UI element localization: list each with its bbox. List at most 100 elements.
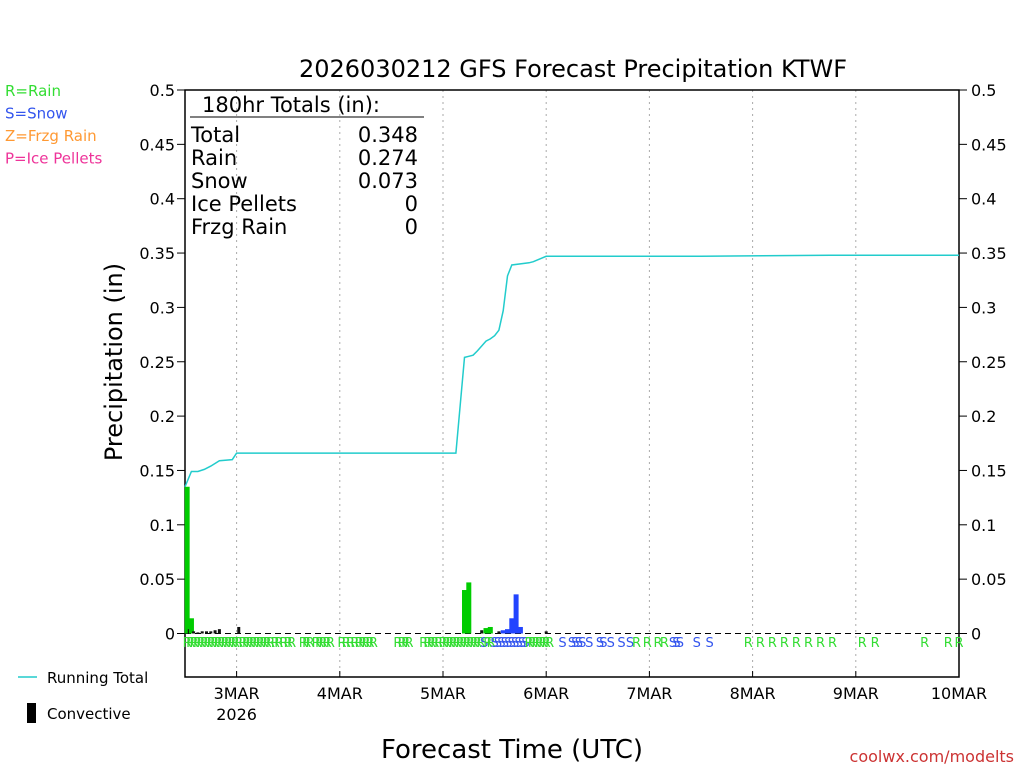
precip-type-label: R	[419, 636, 428, 651]
precip-bar	[517, 626, 523, 634]
precip-type-label: R	[227, 636, 236, 651]
precip-type-label: R	[326, 636, 335, 651]
precip-type-label: R	[452, 636, 461, 651]
precip-bar	[196, 632, 200, 634]
precip-bar	[483, 628, 489, 634]
x-tick-label: 8MAR	[730, 684, 776, 703]
precip-type-label: R	[203, 636, 212, 651]
precip-type-label: R	[312, 636, 321, 651]
precip-type-label: R	[337, 636, 346, 651]
totals-heading: 180hr Totals (in):	[202, 93, 380, 117]
precip-type-label: R	[234, 636, 243, 651]
precip-type-label: R	[196, 636, 205, 651]
totals-row-label: Snow	[191, 169, 248, 193]
precip-type-label: R	[220, 636, 229, 651]
y-tick-label: 0.2	[150, 407, 175, 426]
precip-type-label: R	[459, 636, 468, 651]
precip-type-label: R	[252, 636, 261, 651]
precip-bar	[509, 618, 515, 634]
x-tick-label: 6MAR	[523, 684, 569, 703]
precip-type-label: S	[568, 636, 576, 651]
precip-type-label: S	[599, 636, 607, 651]
precip-type-label: R	[193, 636, 202, 651]
precip-bar	[205, 631, 208, 634]
precip-type-label: R	[871, 636, 880, 651]
precip-bar	[466, 582, 472, 634]
x-tick-label: 7MAR	[626, 684, 672, 703]
precip-type-label: R	[756, 636, 765, 651]
precip-type-label: R	[271, 636, 280, 651]
y-tick-label-right: 0.4	[971, 190, 996, 209]
precip-type-label: R	[259, 636, 268, 651]
precip-type-label: R	[449, 636, 458, 651]
precip-bar	[500, 630, 506, 634]
y-tick-label-right: 0.25	[971, 353, 1007, 372]
type-legend-item: Z=Frzg Rain	[5, 127, 97, 145]
y-tick-label: 0.3	[150, 298, 175, 317]
precip-type-label: R	[302, 636, 311, 651]
precip-type-label: R	[858, 636, 867, 651]
precip-type-label: R	[920, 636, 929, 651]
precip-type-label: R	[299, 636, 308, 651]
precip-type-label: R	[542, 636, 551, 651]
precip-bar	[188, 618, 194, 634]
precip-type-label: R	[401, 636, 410, 651]
precip-type-label: S	[518, 636, 526, 651]
precip-type-label: S	[676, 636, 684, 651]
precip-type-label: R	[792, 636, 801, 651]
precip-type-label: R	[249, 636, 258, 651]
precip-type-label: R	[632, 636, 641, 651]
totals-row-value: 0.073	[358, 169, 418, 193]
precip-type-label: R	[445, 636, 454, 651]
series-legend-label: Convective	[47, 705, 131, 723]
precip-type-label: R	[358, 636, 367, 651]
precip-bar	[505, 629, 510, 634]
precip-type-label: S	[508, 636, 516, 651]
precip-type-label: R	[214, 636, 223, 651]
precip-type-label: R	[306, 636, 315, 651]
precip-type-label: R	[365, 636, 374, 651]
precip-type-label: S	[669, 636, 677, 651]
precip-type-label: R	[319, 636, 328, 651]
precip-type-label: R	[528, 636, 537, 651]
precip-type-label: S	[501, 636, 509, 651]
y-tick-label-right: 0.35	[971, 244, 1007, 263]
precip-type-label: R	[438, 636, 447, 651]
precip-type-label: S	[617, 636, 625, 651]
precip-type-label: S	[575, 636, 583, 651]
precip-type-label: S	[515, 636, 523, 651]
y-axis-right: 0 0.05 0.1 0.15 0.2 0.25 0.3 0.35 0.4 0.45 0.5	[959, 81, 1007, 644]
precip-type-label: R	[239, 636, 248, 651]
precip-type-label: S	[585, 636, 593, 651]
precip-type-label: S	[511, 636, 519, 651]
series-legend-label: Running Total	[47, 669, 148, 687]
precip-type-label: R	[456, 636, 465, 651]
precip-bar	[480, 630, 484, 634]
precip-type-label: R	[483, 636, 492, 651]
precip-type-label: R	[531, 636, 540, 651]
precip-type-label: S	[490, 636, 498, 651]
precip-type-label: R	[245, 636, 254, 651]
precip-type-label: R	[362, 636, 371, 651]
precip-bar	[513, 594, 519, 634]
totals-row-value: 0	[405, 192, 418, 216]
running-total-line	[184, 254, 959, 488]
precip-type-label: R	[217, 636, 226, 651]
series-legend: Running Total Convective	[18, 669, 148, 723]
precip-type-label: R	[780, 636, 789, 651]
precip-type-label: R	[828, 636, 837, 651]
type-legend-item: R=Rain	[5, 82, 61, 100]
x-tick-label: 10MAR	[931, 684, 987, 703]
precip-type-label: R	[423, 636, 432, 651]
y-tick-label: 0.05	[139, 570, 175, 589]
precip-type-label: R	[207, 636, 216, 651]
x-axis-label: Forecast Time (UTC)	[381, 735, 643, 765]
precip-type-label: R	[190, 636, 199, 651]
precip-type-label: R	[224, 636, 233, 651]
precip-type-label: S	[494, 636, 502, 651]
precip-bar	[209, 631, 213, 634]
type-legend-item: S=Snow	[5, 105, 68, 123]
precip-bar	[237, 626, 241, 634]
y-tick-label-right: 0.5	[971, 81, 996, 100]
precip-type-label: R	[744, 636, 753, 651]
